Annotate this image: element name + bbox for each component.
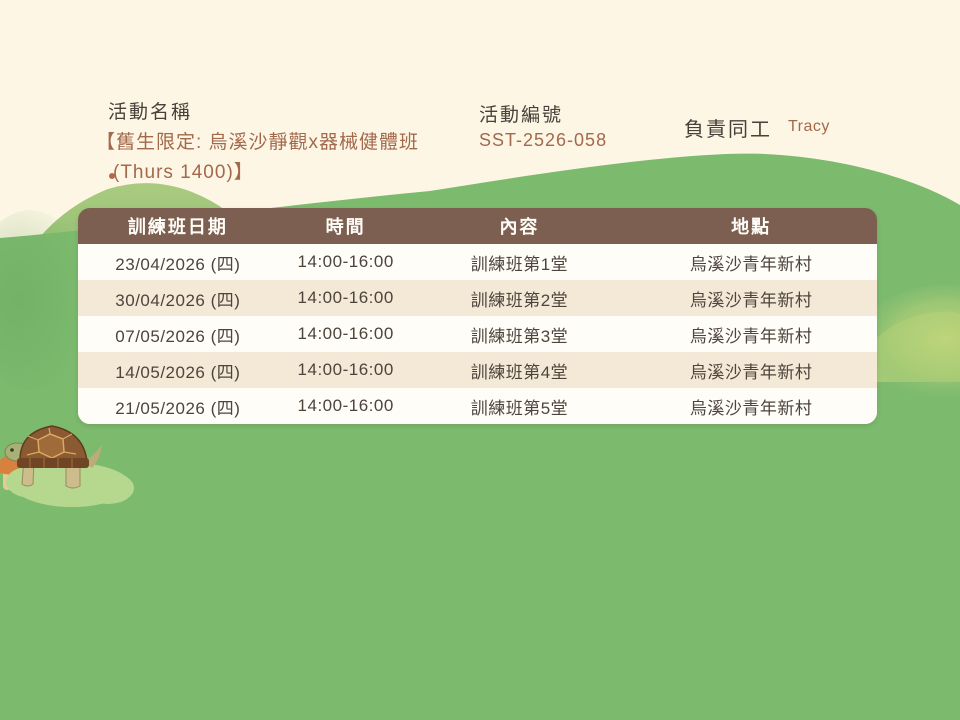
turtle-illustration (0, 425, 134, 507)
table-cell: 14:00-16:00 (297, 288, 394, 307)
table-cell: 訓練班第3堂 (470, 326, 569, 346)
table-cell: 訓練班第4堂 (470, 362, 569, 382)
staff-label: 負責同工 (684, 119, 772, 141)
column-header: 時間 (325, 217, 366, 237)
table-row: 30/04/2026 (四) 14:00-16:00 訓練班第2堂 烏溪沙青年新村 (78, 280, 877, 316)
table-cell: 14:00-16:00 (297, 324, 394, 343)
table-cell: 21/05/2026 (四) (115, 398, 241, 418)
table-cell: 烏溪沙青年新村 (689, 290, 813, 310)
table-cell: 烏溪沙青年新村 (689, 254, 813, 274)
table-cell: 14:00-16:00 (297, 396, 394, 415)
table-cell: 烏溪沙青年新村 (689, 326, 813, 346)
table-row: 07/05/2026 (四) 14:00-16:00 訓練班第3堂 烏溪沙青年新村 (78, 316, 877, 352)
table-cell: 訓練班第2堂 (470, 290, 569, 310)
activity-name-value-line2: (Thurs 1400)】 (113, 162, 254, 183)
table-cell: 30/04/2026 (四) (115, 290, 241, 310)
table-row: 21/05/2026 (四) 14:00-16:00 訓練班第5堂 烏溪沙青年新村 (78, 388, 877, 424)
activity-name-value-line1: 【舊生限定: 烏溪沙靜觀x器械健體班 (96, 132, 420, 153)
table-row: 23/04/2026 (四) 14:00-16:00 訓練班第1堂 烏溪沙青年新村 (78, 244, 877, 280)
table-cell: 14:00-16:00 (297, 360, 394, 379)
activity-name-label: 活動名稱 (108, 102, 193, 123)
table-cell: 訓練班第5堂 (470, 398, 569, 418)
table-row: 14/05/2026 (四) 14:00-16:00 訓練班第4堂 烏溪沙青年新村 (78, 352, 877, 388)
table-cell: 14/05/2026 (四) (115, 362, 241, 382)
column-header: 內容 (499, 217, 540, 237)
table-cell: 烏溪沙青年新村 (689, 362, 813, 382)
column-header: 訓練班日期 (127, 217, 228, 237)
table-cell: 23/04/2026 (四) (115, 254, 241, 274)
hill-texture-left (0, 210, 90, 390)
staff-value: Tracy (788, 118, 830, 135)
table-cell: 烏溪沙青年新村 (689, 398, 813, 418)
column-header: 地點 (731, 217, 772, 237)
activity-code-value: SST-2526-058 (479, 130, 608, 150)
table-body: 23/04/2026 (四) 14:00-16:00 訓練班第1堂 烏溪沙青年新村 30… (78, 244, 877, 424)
table-cell: 07/05/2026 (四) (115, 326, 241, 346)
turtle-shell (17, 425, 89, 468)
activity-code-label: 活動編號 (479, 105, 564, 126)
table-cell: 訓練班第1堂 (470, 254, 569, 274)
schedule-table: 訓練班日期 時間 內容 地點 23/04/2026 (四) 14:00-16:00 訓練班… (78, 208, 877, 424)
sprout-decoration (109, 173, 115, 179)
table-cell: 14:00-16:00 (297, 252, 394, 271)
table-header-row: 訓練班日期 時間 內容 地點 (78, 208, 877, 244)
